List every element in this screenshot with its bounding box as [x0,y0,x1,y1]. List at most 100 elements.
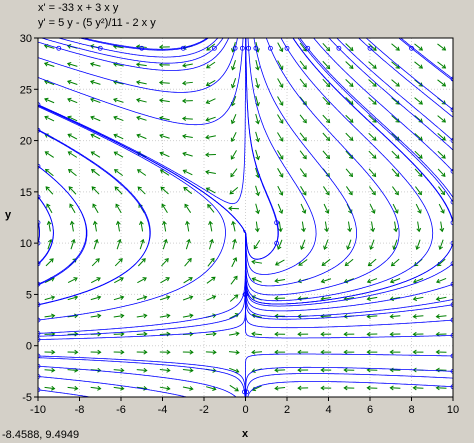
solution-curves [38,38,453,397]
direction-arrow [158,44,170,50]
direction-arrow [162,220,167,232]
direction-arrow [414,115,423,123]
direction-arrow [67,168,77,177]
solution-curve [38,196,54,266]
direction-arrow [323,239,329,250]
direction-arrow [209,238,214,250]
solution-curve [38,357,246,397]
direction-arrow [90,97,101,104]
direction-arrow [207,203,215,213]
solution-curve [40,38,224,64]
solution-curve [358,38,453,118]
direction-arrow [255,185,261,197]
direction-arrow [44,151,54,158]
direction-arrow [230,132,237,143]
initial-point-marker [253,45,259,51]
direction-arrow [112,79,124,85]
direction-arrow [159,367,171,373]
initial-point-marker [38,387,41,393]
direction-arrow [391,79,400,87]
direction-arrow [435,314,447,319]
direction-arrow [389,331,401,337]
direction-arrow [113,349,125,355]
direction-arrow [161,258,169,267]
solution-curve [38,38,279,260]
direction-arrow [438,186,446,196]
direction-arrow [391,43,400,51]
direction-arrow [366,278,378,284]
direction-arrow [321,258,331,266]
initial-point-marker [232,45,238,51]
direction-arrow [251,331,263,337]
solution-curve [245,366,453,397]
direction-arrow [320,331,332,337]
initial-point-marker [450,384,453,390]
direction-arrow [391,97,400,105]
direction-arrow [90,115,101,122]
y-equation: y' = 5 y - (5 y²)/11 - 2 x y [38,17,156,29]
direction-arrow [181,98,193,104]
direction-field [43,41,447,392]
direction-arrow [274,295,286,301]
y-tick-label: -5 [22,392,32,404]
direction-arrow [277,150,284,160]
initial-point-marker [450,199,453,205]
y-tick-label: 20 [20,136,32,148]
direction-arrow [115,220,121,232]
x-tick-label: -10 [30,404,46,416]
direction-arrow [412,314,424,319]
initial-point-marker [38,261,41,267]
direction-arrow [368,43,377,51]
direction-arrow [90,169,100,177]
initial-point-marker [38,337,41,342]
y-tick-label: 30 [20,33,32,45]
direction-arrow [136,133,147,140]
direction-arrow [136,313,148,319]
solution-curve [38,38,246,205]
direction-arrow [66,61,78,67]
direction-arrow [274,349,286,355]
initial-point-marker [450,138,453,143]
direction-arrow [206,43,216,51]
direction-arrow [160,186,169,195]
coordinate-readout: -8.4588, 9.4949 [2,429,80,441]
direction-arrow [206,295,217,301]
direction-arrow [231,257,238,268]
direction-arrow [89,62,101,67]
direction-arrow [299,114,307,124]
direction-arrow [136,349,148,355]
initial-point-marker [450,220,453,226]
direction-arrow [136,331,148,337]
solution-curve [245,353,453,397]
direction-arrow [368,79,377,87]
direction-arrow [414,97,423,105]
direction-arrow [45,258,54,267]
direction-arrow [277,78,284,88]
direction-arrow [368,61,377,69]
direction-arrow [67,133,78,140]
solution-curve [38,129,151,306]
direction-arrow [277,203,284,214]
direction-arrow [184,203,192,213]
direction-arrow [229,294,239,302]
x-tick-label: 10 [447,404,459,416]
solution-curve [38,165,88,286]
direction-arrow [44,367,56,373]
direction-arrow [90,79,101,85]
direction-arrow [67,313,79,319]
initial-point-marker [139,45,145,51]
direction-arrow [343,349,355,355]
direction-arrow [136,367,148,373]
solution-curve [297,38,453,203]
initial-point-marker [38,353,41,359]
direction-arrow [136,151,147,158]
direction-arrow [277,114,284,124]
direction-arrow [182,367,194,373]
direction-arrow [230,275,238,285]
direction-arrow [255,149,260,161]
direction-arrow [345,168,354,178]
direction-arrow [345,132,354,141]
direction-arrow [45,186,54,195]
direction-arrow [435,385,447,391]
